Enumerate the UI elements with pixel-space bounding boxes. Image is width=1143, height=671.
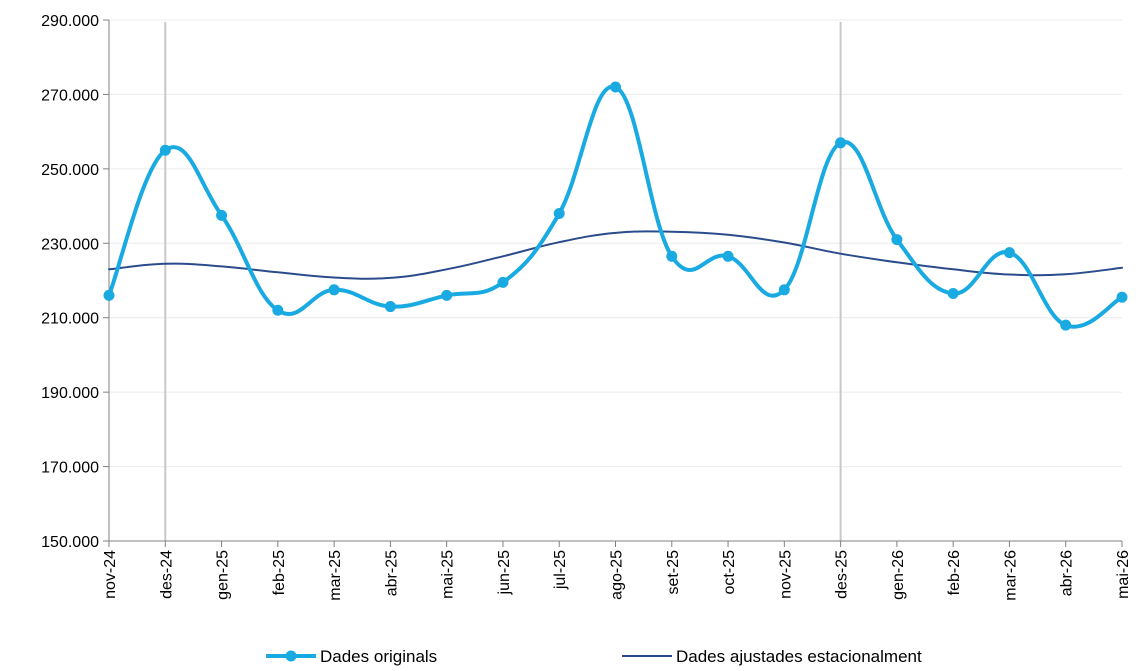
series-line [108, 230, 1123, 280]
legend-label: Dades originals [320, 647, 437, 666]
x-tick-label: des-24 [158, 550, 175, 599]
x-tick-label: mar-26 [1002, 550, 1019, 601]
data-point [441, 289, 453, 301]
data-point [666, 250, 678, 262]
x-tick-label: jul-25 [552, 550, 569, 590]
y-tick-label: 170.000 [41, 460, 99, 477]
x-tick-label: gen-26 [890, 550, 907, 600]
data-point [1116, 291, 1128, 303]
data-point [553, 208, 565, 220]
x-tick-label: mai-26 [1115, 550, 1132, 599]
series-adjusted [108, 230, 1123, 280]
data-point [610, 81, 621, 93]
data-point [159, 144, 171, 156]
data-point [497, 276, 509, 288]
data-point [384, 301, 396, 313]
series-layer [103, 81, 1128, 331]
x-tick-label: feb-25 [271, 550, 288, 595]
grid [109, 19, 1122, 468]
axes [108, 20, 1122, 542]
data-point [722, 250, 734, 262]
data-point [1060, 319, 1072, 331]
y-tick-label: 230.000 [41, 236, 99, 253]
legend: Dades originals Dades ajustades estaciona… [266, 647, 922, 666]
x-tick-label: nov-24 [102, 550, 119, 599]
data-point [328, 284, 340, 296]
data-point [1003, 247, 1015, 259]
x-tick-label: abr-26 [1059, 550, 1076, 596]
data-point [835, 137, 847, 149]
legend-label: Dades ajustades estacionalment [676, 647, 922, 666]
vertical-markers [164, 22, 842, 541]
x-tick-label: feb-26 [946, 550, 963, 595]
x-axis-ticks: nov-24 des-24 gen-25 feb-25 mar-25 abr-25 mai-… [102, 541, 1132, 601]
x-tick-label: gen-25 [215, 550, 232, 600]
y-tick-label: 270.000 [41, 87, 99, 104]
x-tick-label: des-25 [834, 550, 851, 599]
series-original [103, 81, 1128, 331]
x-tick-label: abr-25 [383, 550, 400, 596]
x-tick-label: nov-25 [777, 550, 794, 599]
x-tick-label: oct-25 [721, 550, 738, 595]
y-tick-label: 150.000 [41, 534, 99, 551]
y-tick-label: 250.000 [41, 162, 99, 179]
legend-marker [285, 650, 297, 662]
data-point [947, 288, 959, 300]
legend-item: Dades originals [266, 647, 437, 666]
x-tick-label: mar-25 [327, 550, 344, 601]
data-point [272, 304, 284, 316]
series-line [107, 84, 1124, 329]
y-tick-label: 290.000 [41, 13, 99, 30]
x-tick-label: set-25 [665, 550, 682, 595]
y-tick-label: 190.000 [41, 385, 99, 402]
data-point [891, 234, 903, 246]
data-point [103, 289, 115, 301]
x-tick-label: mai-25 [440, 550, 457, 599]
x-tick-label: ago-25 [609, 550, 626, 600]
y-tick-label: 210.000 [41, 311, 99, 328]
legend-item: Dades ajustades estacionalment [622, 647, 922, 666]
y-axis-ticks: 150.000 170.000 190.000 210.000 230.000 250.0… [41, 13, 109, 551]
data-point [778, 284, 790, 296]
x-tick-label: jun-25 [496, 550, 513, 596]
data-point [216, 209, 228, 221]
